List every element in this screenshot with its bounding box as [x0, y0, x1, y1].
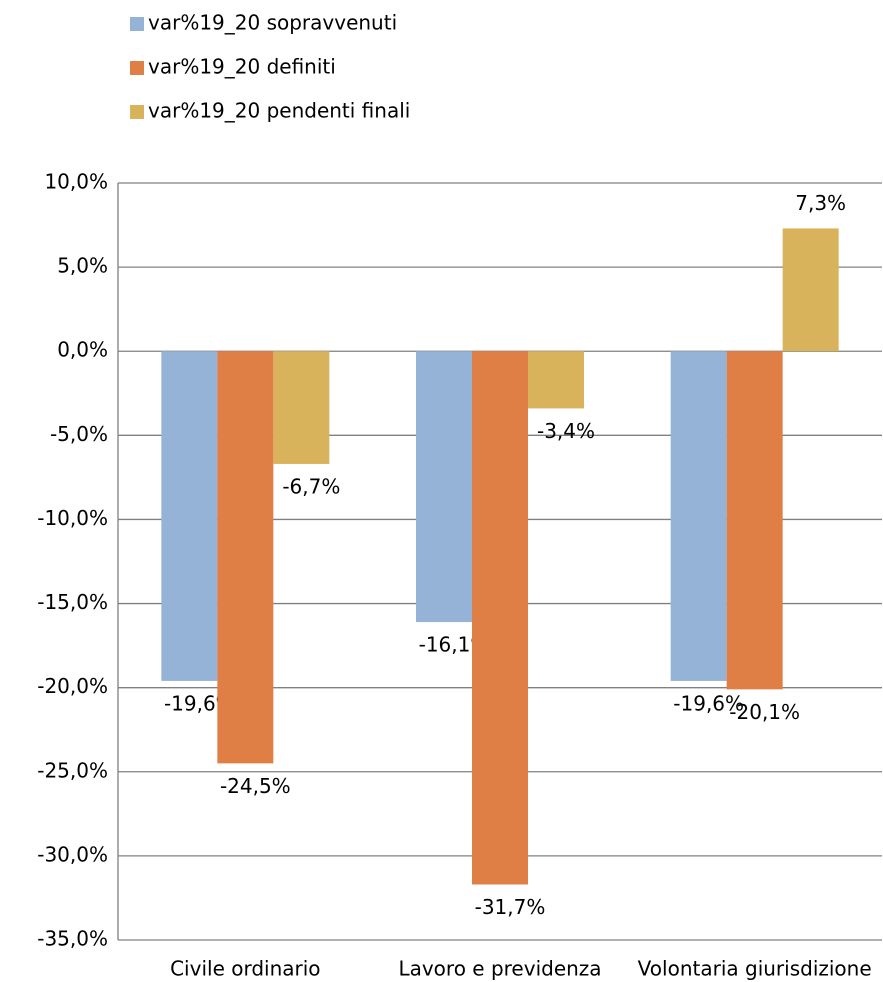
x-tick-label: Lavoro e previdenza — [398, 957, 601, 981]
legend-label: var%19_20 definiti — [148, 55, 336, 79]
legend-swatch — [130, 17, 144, 31]
y-tick-label: -35,0% — [37, 927, 108, 951]
data-label: -24,5% — [220, 774, 291, 798]
data-label: -31,7% — [475, 895, 546, 919]
bar — [670, 351, 727, 681]
data-label: 7,3% — [795, 191, 846, 215]
x-tick-label: Civile ordinario — [170, 957, 320, 981]
y-tick-label: -5,0% — [50, 422, 108, 446]
y-tick-label: -25,0% — [37, 758, 108, 782]
data-label: -20,1% — [729, 700, 800, 724]
y-tick-label: -15,0% — [37, 590, 108, 614]
data-label: -19,6% — [673, 691, 744, 715]
y-tick-label: 10,0% — [44, 170, 108, 194]
data-label: -6,7% — [282, 474, 340, 498]
data-label: -3,4% — [537, 419, 595, 443]
y-tick-label: -30,0% — [37, 842, 108, 866]
bar — [161, 351, 218, 681]
legend-swatch — [130, 105, 144, 119]
x-tick-label: Volontaria giurisdizione — [638, 957, 872, 981]
bar — [416, 351, 472, 623]
legend-label: var%19_20 pendenti finali — [148, 99, 410, 123]
bar — [217, 351, 274, 764]
bar — [726, 351, 783, 690]
legend-swatch — [130, 61, 144, 75]
y-tick-label: 5,0% — [57, 254, 108, 278]
legend-label: var%19_20 sopravvenuti — [148, 11, 397, 35]
bar — [528, 351, 584, 409]
bar — [782, 228, 839, 352]
y-tick-label: -10,0% — [37, 506, 108, 530]
bar — [472, 351, 528, 885]
y-tick-label: 0,0% — [57, 338, 108, 362]
y-tick-label: -20,0% — [37, 674, 108, 698]
bar — [273, 351, 330, 464]
